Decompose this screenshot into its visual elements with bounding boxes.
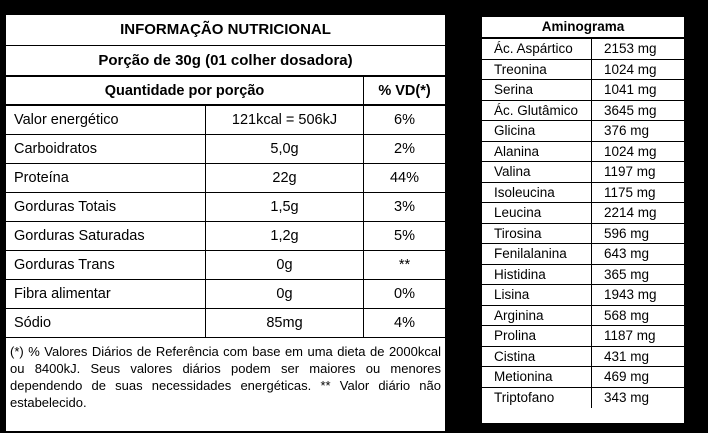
nutrition-row: Gorduras Totais 1,5g 3% [6,193,445,222]
nutrient-name: Fibra alimentar [6,280,206,308]
aminogram-row: Fenilalanina 643 mg [482,244,684,265]
nutrition-facts-table: INFORMAÇÃO NUTRICIONAL Porção de 30g (01… [4,13,447,433]
amino-acid-name: Fenilalanina [482,244,592,264]
amino-acid-value: 1187 mg [604,328,656,343]
nutrition-row: Sódio 85mg 4% [6,309,445,338]
aminogram-row: Treonina 1024 mg [482,59,684,80]
nutrition-footnote: (*) % Valores Diários de Referência com … [10,344,441,410]
amino-acid-value: 1024 mg [604,61,657,77]
aminogram-row: Metionina 469 mg [482,367,684,388]
nutrient-name: Sódio [6,309,206,337]
nutrition-rows: Valor energético 121kcal = 506kJ 6% Carboid… [6,106,445,338]
nutrition-title: INFORMAÇÃO NUTRICIONAL [6,15,445,46]
nutrient-amount: 1,2g [206,222,364,250]
nutrition-row: Gorduras Saturadas 1,2g 5% [6,222,445,251]
aminogram-row: Isoleucina 1175 mg [482,182,684,203]
aminogram-row: Alanina 1024 mg [482,141,684,162]
nutrition-header-row: Quantidade por porção % VD(*) [6,77,445,106]
nutrition-row: Carboidratos 5,0g 2% [6,135,445,164]
amino-acid-value: 2153 mg [604,41,657,56]
nutrient-amount: 5,0g [206,135,364,163]
nutrient-name: Carboidratos [6,135,206,163]
amino-acid-name: Glicina [482,121,592,141]
aminogram-title: Aminograma [482,17,684,39]
amino-acid-name: Metionina [482,367,592,387]
amino-acid-value: 1041 mg [604,82,657,97]
nutrient-vd: 44% [389,170,420,186]
portion-size: Porção de 30g (01 colher dosadora) [6,46,445,77]
nutrition-row: Fibra alimentar 0g 0% [6,280,445,309]
amino-acid-name: Alanina [482,141,592,161]
amino-acid-name: Valina [482,162,592,182]
amino-acid-name: Serina [482,80,592,100]
amino-acid-name: Treonina [482,59,592,79]
amino-acid-value: 431 mg [604,348,650,364]
nutrition-row: Gorduras Trans 0g ** [6,251,445,280]
amino-acid-value: 1197 mg [604,164,656,179]
nutrition-row: Valor energético 121kcal = 506kJ 6% [6,106,445,135]
amino-acid-value: 2214 mg [604,205,657,220]
nutrient-name: Proteína [6,164,206,192]
nutrient-amount: 22g [206,164,364,192]
amino-acid-value: 3645 mg [604,102,657,118]
aminogram-row: Histidina 365 mg [482,264,684,285]
aminogram-rows: Ác. Aspártico 2153 mg Treonina 1024 mg Serin… [482,39,684,408]
nutrient-vd: 0% [394,286,415,302]
aminogram-row: Valina 1197 mg [482,162,684,183]
nutrient-amount: 0g [206,251,364,279]
aminogram-row: Lisina 1943 mg [482,285,684,306]
nutrient-amount: 121kcal = 506kJ [206,106,364,134]
aminogram-row: Tirosina 596 mg [482,223,684,244]
nutrient-vd: 3% [394,199,415,215]
vd-header: % VD(*) [378,83,431,99]
amino-acid-value: 1943 mg [604,287,657,302]
amino-acid-name: Prolina [482,326,592,346]
aminogram-row: Ác. Aspártico 2153 mg [482,39,684,60]
aminogram-table: Aminograma Ác. Aspártico 2153 mg Treonina 1… [480,15,686,425]
amino-acid-value: 343 mg [604,389,650,405]
nutrient-name: Gorduras Trans [6,251,206,279]
nutrient-name: Gorduras Saturadas [6,222,206,250]
amino-acid-name: Triptofano [482,387,592,408]
amino-acid-value: 1024 mg [604,143,657,159]
amino-acid-name: Tirosina [482,223,592,243]
aminogram-row: Glicina 376 mg [482,121,684,142]
amino-acid-value: 376 mg [604,123,650,138]
amino-acid-name: Isoleucina [482,182,592,202]
nutrient-name: Valor energético [6,106,206,134]
aminogram-row: Triptofano 343 mg [482,387,684,408]
amino-acid-name: Cistina [482,346,592,366]
amino-acid-value: 643 mg [604,246,650,261]
amino-acid-value: 365 mg [604,266,650,282]
nutrient-amount: 1,5g [206,193,364,221]
amino-acid-value: 469 mg [604,369,650,384]
aminogram-row: Leucina 2214 mg [482,203,684,224]
nutrient-vd: ** [398,257,411,273]
nutrition-row: Proteína 22g 44% [6,164,445,193]
nutrient-vd: 4% [394,315,415,331]
amino-acid-name: Histidina [482,264,592,284]
aminogram-row: Cistina 431 mg [482,346,684,367]
amino-acid-name: Leucina [482,203,592,223]
nutrient-name: Gorduras Totais [6,193,206,221]
amino-acid-name: Arginina [482,305,592,325]
nutrient-amount: 85mg [206,309,364,337]
amino-acid-value: 1175 mg [604,184,656,200]
nutrient-vd: 2% [394,141,415,157]
nutrient-vd: 6% [394,112,415,128]
nutrient-amount: 0g [206,280,364,308]
amino-acid-name: Ác. Glutâmico [482,100,592,120]
aminogram-row: Prolina 1187 mg [482,326,684,347]
aminogram-row: Arginina 568 mg [482,305,684,326]
quantity-header: Quantidade por porção [6,77,364,104]
nutrient-vd: 5% [394,228,415,244]
amino-acid-name: Lisina [482,285,592,305]
aminogram-row: Serina 1041 mg [482,80,684,101]
amino-acid-value: 568 mg [604,307,650,323]
aminogram-row: Ác. Glutâmico 3645 mg [482,100,684,121]
amino-acid-name: Ác. Aspártico [482,39,592,59]
amino-acid-value: 596 mg [604,225,650,241]
